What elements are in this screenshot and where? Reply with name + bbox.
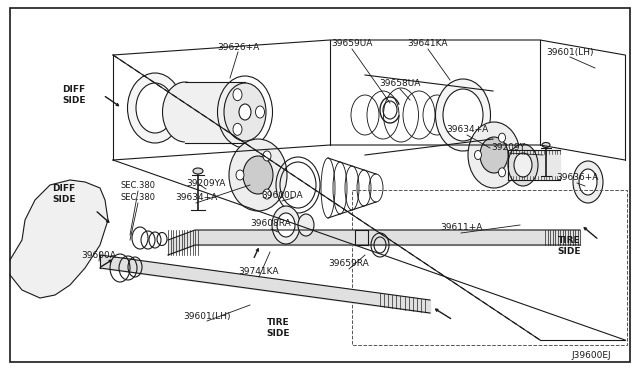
Ellipse shape [277,213,295,237]
Text: J39600EJ: J39600EJ [571,350,611,359]
Ellipse shape [193,168,203,174]
Text: 39634+A: 39634+A [446,125,488,135]
Text: 39659RA: 39659RA [328,260,369,269]
Text: 39608RA: 39608RA [251,219,291,228]
Text: SEC.380: SEC.380 [120,193,156,202]
Text: DIFF
SIDE: DIFF SIDE [62,85,86,105]
Ellipse shape [163,82,207,142]
Text: 39209YA: 39209YA [186,180,226,189]
Ellipse shape [224,83,266,141]
Ellipse shape [514,153,532,177]
Ellipse shape [233,89,242,101]
Ellipse shape [542,142,550,148]
Text: 39741KA: 39741KA [239,267,279,276]
Ellipse shape [474,151,481,160]
Text: 39600DA: 39600DA [261,192,303,201]
Text: SEC.380: SEC.380 [120,182,156,190]
Ellipse shape [272,206,300,244]
Text: 39601(LH): 39601(LH) [547,48,594,57]
Ellipse shape [508,144,538,186]
Ellipse shape [236,170,244,180]
Ellipse shape [443,89,483,141]
Text: 39634+A: 39634+A [175,193,217,202]
Text: 39659UA: 39659UA [332,39,372,48]
Ellipse shape [298,214,314,236]
Text: 39611+A: 39611+A [440,224,482,232]
Text: 39209Y: 39209Y [491,144,525,153]
Text: TIRE
SIDE: TIRE SIDE [557,236,580,256]
Text: 39658UA: 39658UA [380,80,420,89]
Ellipse shape [480,137,508,173]
Text: DIFF
SIDE: DIFF SIDE [52,184,76,204]
Bar [352,190,627,345]
Ellipse shape [243,156,273,194]
Text: 39600A: 39600A [81,251,116,260]
Ellipse shape [579,169,597,195]
Text: TIRE
SIDE: TIRE SIDE [266,318,290,338]
Polygon shape [10,180,108,298]
Ellipse shape [233,124,242,135]
Text: 39636+A: 39636+A [556,173,598,183]
Ellipse shape [435,79,490,151]
Ellipse shape [229,139,287,211]
Text: 39601(LH): 39601(LH) [183,311,231,321]
Ellipse shape [255,106,264,118]
Ellipse shape [499,168,506,177]
Ellipse shape [239,104,251,120]
Text: 39626+A: 39626+A [217,42,259,51]
Ellipse shape [263,189,271,199]
Text: 39641KA: 39641KA [408,39,448,48]
Ellipse shape [468,122,520,188]
Ellipse shape [263,151,271,161]
Ellipse shape [127,73,182,143]
Ellipse shape [136,83,174,133]
Ellipse shape [573,161,603,203]
Ellipse shape [499,133,506,142]
